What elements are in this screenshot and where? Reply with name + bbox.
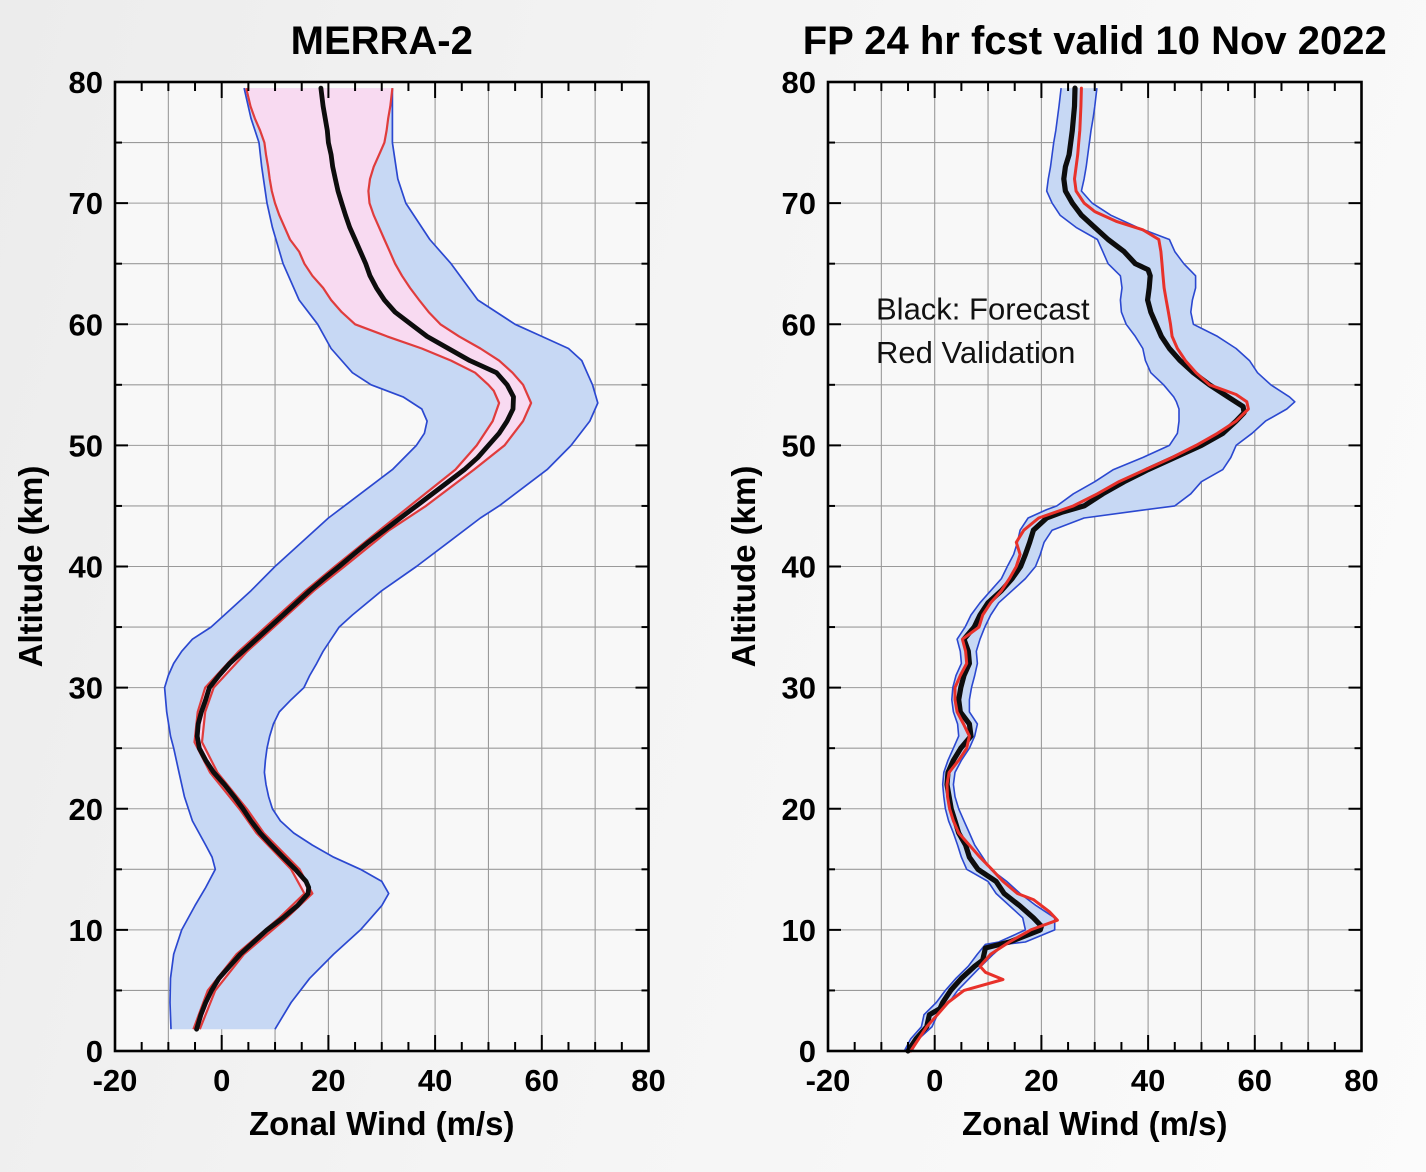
svg-text:-20: -20 [806,1063,851,1098]
svg-text:-20: -20 [93,1063,138,1098]
forecast-plot: -20 0 20 40 60 80 0 10 20 30 40 50 60 70 80 FP 24 hr fc… [713,0,1426,1172]
plot-title: MERRA-2 [291,19,473,63]
svg-text:10: 10 [69,913,103,948]
svg-text:50: 50 [69,428,103,463]
y-axis-label: Altitude (km) [12,466,49,668]
svg-text:30: 30 [782,671,816,706]
svg-text:60: 60 [1238,1063,1272,1098]
svg-text:70: 70 [69,186,103,221]
x-axis-label: Zonal Wind (m/s) [962,1105,1228,1142]
svg-text:80: 80 [69,65,103,100]
svg-text:10: 10 [782,913,816,948]
y-tick-labels: 0 10 20 30 40 50 60 70 80 [782,65,816,1069]
svg-text:80: 80 [1344,1063,1378,1098]
y-tick-labels: 0 10 20 30 40 50 60 70 80 [69,65,103,1069]
svg-text:0: 0 [926,1063,943,1098]
merra2-plot: -20 0 20 40 60 80 0 10 20 30 40 50 60 70 80 MERRA-2 Zona… [12,19,666,1142]
y-axis-label: Altitude (km) [725,466,762,668]
svg-text:50: 50 [782,428,816,463]
legend-note-line-2: Red Validation [876,335,1075,370]
tick-marks [827,81,1363,1052]
svg-text:30: 30 [69,671,103,706]
svg-text:40: 40 [1131,1063,1165,1098]
svg-text:80: 80 [782,65,816,100]
svg-text:20: 20 [311,1063,345,1098]
svg-text:60: 60 [525,1063,559,1098]
svg-text:60: 60 [782,307,816,342]
forecast-black [905,85,1247,1054]
plot-title: FP 24 hr fcst valid 10 Nov 2022 [803,19,1387,63]
svg-text:80: 80 [631,1063,665,1098]
legend-note-line-1: Black: Forecast [876,291,1090,326]
svg-text:40: 40 [69,550,103,585]
svg-text:0: 0 [799,1034,816,1069]
merra2-plot-svg: -20 0 20 40 60 8001020304050607080MERRA-2Zona… [12,19,666,1142]
svg-text:0: 0 [86,1034,103,1069]
merra2-mean [194,85,516,1032]
svg-text:20: 20 [1024,1063,1058,1098]
svg-text:60: 60 [69,307,103,342]
svg-text:20: 20 [782,792,816,827]
x-axis-label: Zonal Wind (m/s) [249,1105,515,1142]
svg-text:40: 40 [782,550,816,585]
x-tick-labels: -20 0 20 40 60 80 [93,1063,666,1098]
validation-red [909,86,1250,1053]
gridlines [828,82,1362,1051]
svg-text:20: 20 [69,792,103,827]
outer-uncertainty-band [163,87,599,1030]
tick-marks [114,81,650,1052]
svg-text:40: 40 [418,1063,452,1098]
svg-text:0: 0 [213,1063,230,1098]
x-tick-labels: -20 0 20 40 60 80 [806,1063,1379,1098]
svg-text:70: 70 [782,186,816,221]
